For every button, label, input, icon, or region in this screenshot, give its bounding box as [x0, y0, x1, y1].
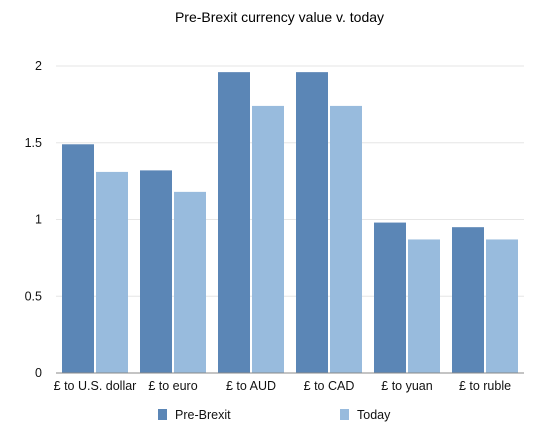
legend-swatch: [340, 409, 349, 420]
category-label: £ to U.S. dollar: [54, 379, 137, 393]
y-tick-label: 2: [35, 59, 42, 73]
y-tick-label: 1.5: [25, 136, 42, 150]
bar-pre-brexit: [62, 144, 94, 373]
bar-pre-brexit: [452, 227, 484, 373]
gridlines: [56, 65, 524, 297]
category-label: £ to yuan: [381, 379, 432, 393]
y-tick-label: 0: [35, 366, 42, 380]
bar-today: [252, 105, 284, 373]
category-label: £ to AUD: [226, 379, 276, 393]
bar-pre-brexit: [374, 222, 406, 373]
category-label: £ to ruble: [459, 379, 511, 393]
category-label: £ to euro: [148, 379, 197, 393]
bar-today: [330, 105, 362, 373]
y-tick-labels: 0 0.5 1 1.5 2: [25, 59, 42, 380]
legend: Pre-Brexit Today: [158, 408, 391, 422]
bar-pre-brexit: [218, 72, 250, 373]
legend-label: Pre-Brexit: [175, 408, 231, 422]
bar-pre-brexit: [296, 72, 328, 373]
bar-pre-brexit: [140, 170, 172, 373]
legend-swatch: [158, 409, 167, 420]
category-label: £ to CAD: [304, 379, 355, 393]
y-tick-label: 0.5: [25, 289, 42, 303]
bar-today: [96, 171, 128, 373]
y-tick-label: 1: [35, 213, 42, 227]
bar-today: [486, 239, 518, 373]
category-labels: £ to U.S. dollar £ to euro £ to AUD £ to CA…: [54, 379, 511, 393]
chart-title: Pre-Brexit currency value v. today: [175, 9, 384, 25]
legend-label: Today: [357, 408, 391, 422]
bar-today: [174, 191, 206, 373]
bar-today: [408, 239, 440, 373]
bars: [62, 72, 518, 373]
